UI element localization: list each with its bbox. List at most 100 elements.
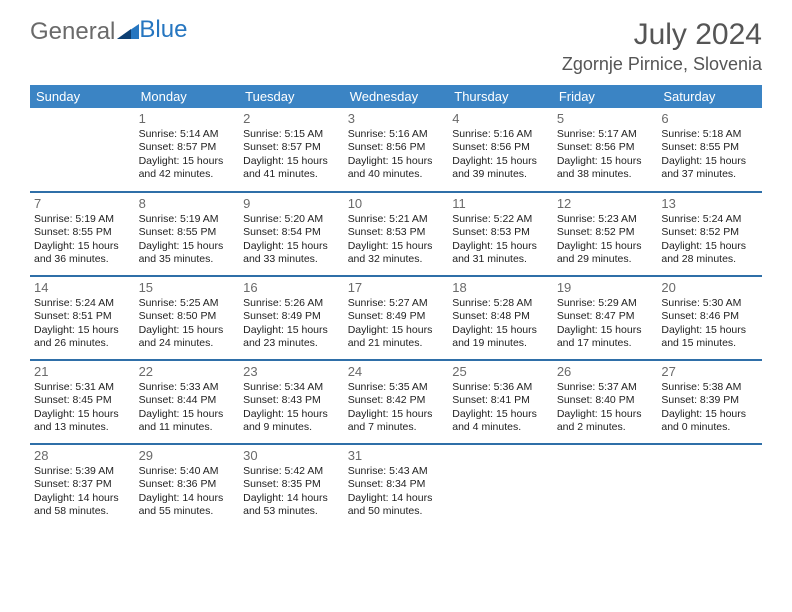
sunset-line: Sunset: 8:46 PM: [661, 310, 758, 323]
sunrise-line: Sunrise: 5:20 AM: [243, 213, 340, 226]
day-header: Wednesday: [344, 85, 449, 108]
daylight-line-1: Daylight: 15 hours: [348, 324, 445, 337]
sunrise-line: Sunrise: 5:17 AM: [557, 128, 654, 141]
calendar-cell: 9Sunrise: 5:20 AMSunset: 8:54 PMDaylight…: [239, 192, 344, 276]
sunrise-line: Sunrise: 5:24 AM: [661, 213, 758, 226]
daylight-line-1: Daylight: 15 hours: [557, 408, 654, 421]
daylight-line-1: Daylight: 15 hours: [34, 240, 131, 253]
day-number: 14: [34, 280, 131, 296]
daylight-line-2: and 7 minutes.: [348, 421, 445, 434]
daylight-line-1: Daylight: 15 hours: [34, 324, 131, 337]
calendar-cell: 3Sunrise: 5:16 AMSunset: 8:56 PMDaylight…: [344, 108, 449, 192]
calendar-cell: [448, 444, 553, 528]
day-number: 18: [452, 280, 549, 296]
calendar-row: 14Sunrise: 5:24 AMSunset: 8:51 PMDayligh…: [30, 276, 762, 360]
daylight-line-2: and 15 minutes.: [661, 337, 758, 350]
calendar-cell: 13Sunrise: 5:24 AMSunset: 8:52 PMDayligh…: [657, 192, 762, 276]
calendar-cell: 22Sunrise: 5:33 AMSunset: 8:44 PMDayligh…: [135, 360, 240, 444]
day-header: Friday: [553, 85, 658, 108]
sunrise-line: Sunrise: 5:15 AM: [243, 128, 340, 141]
sunrise-line: Sunrise: 5:35 AM: [348, 381, 445, 394]
calendar-cell: 12Sunrise: 5:23 AMSunset: 8:52 PMDayligh…: [553, 192, 658, 276]
calendar-cell: 31Sunrise: 5:43 AMSunset: 8:34 PMDayligh…: [344, 444, 449, 528]
brand-part1: General: [30, 18, 115, 46]
sunset-line: Sunset: 8:56 PM: [557, 141, 654, 154]
daylight-line-2: and 24 minutes.: [139, 337, 236, 350]
day-number: 23: [243, 364, 340, 380]
sunrise-line: Sunrise: 5:23 AM: [557, 213, 654, 226]
sunset-line: Sunset: 8:55 PM: [34, 226, 131, 239]
daylight-line-1: Daylight: 15 hours: [557, 324, 654, 337]
sunset-line: Sunset: 8:57 PM: [139, 141, 236, 154]
day-number: 24: [348, 364, 445, 380]
sunrise-line: Sunrise: 5:25 AM: [139, 297, 236, 310]
daylight-line-1: Daylight: 15 hours: [452, 408, 549, 421]
sunset-line: Sunset: 8:36 PM: [139, 478, 236, 491]
sunrise-line: Sunrise: 5:19 AM: [34, 213, 131, 226]
sunset-line: Sunset: 8:39 PM: [661, 394, 758, 407]
calendar-cell: 27Sunrise: 5:38 AMSunset: 8:39 PMDayligh…: [657, 360, 762, 444]
calendar-cell: 26Sunrise: 5:37 AMSunset: 8:40 PMDayligh…: [553, 360, 658, 444]
calendar-cell: [657, 444, 762, 528]
sunset-line: Sunset: 8:43 PM: [243, 394, 340, 407]
daylight-line-2: and 21 minutes.: [348, 337, 445, 350]
daylight-line-2: and 19 minutes.: [452, 337, 549, 350]
daylight-line-2: and 33 minutes.: [243, 253, 340, 266]
daylight-line-1: Daylight: 15 hours: [557, 155, 654, 168]
daylight-line-2: and 35 minutes.: [139, 253, 236, 266]
sunset-line: Sunset: 8:50 PM: [139, 310, 236, 323]
day-number: 10: [348, 196, 445, 212]
calendar-cell: 23Sunrise: 5:34 AMSunset: 8:43 PMDayligh…: [239, 360, 344, 444]
sunset-line: Sunset: 8:56 PM: [452, 141, 549, 154]
day-number: 16: [243, 280, 340, 296]
daylight-line-2: and 4 minutes.: [452, 421, 549, 434]
day-header: Saturday: [657, 85, 762, 108]
sunset-line: Sunset: 8:42 PM: [348, 394, 445, 407]
sunrise-line: Sunrise: 5:27 AM: [348, 297, 445, 310]
day-header: Thursday: [448, 85, 553, 108]
daylight-line-2: and 2 minutes.: [557, 421, 654, 434]
calendar-table: Sunday Monday Tuesday Wednesday Thursday…: [30, 85, 762, 528]
day-number: 20: [661, 280, 758, 296]
sunset-line: Sunset: 8:53 PM: [452, 226, 549, 239]
day-number: 25: [452, 364, 549, 380]
day-number: 26: [557, 364, 654, 380]
daylight-line-2: and 32 minutes.: [348, 253, 445, 266]
daylight-line-2: and 40 minutes.: [348, 168, 445, 181]
daylight-line-2: and 13 minutes.: [34, 421, 131, 434]
sunset-line: Sunset: 8:55 PM: [661, 141, 758, 154]
calendar-cell: 15Sunrise: 5:25 AMSunset: 8:50 PMDayligh…: [135, 276, 240, 360]
day-number: 28: [34, 448, 131, 464]
sunrise-line: Sunrise: 5:31 AM: [34, 381, 131, 394]
brand-logo: General Blue: [30, 18, 187, 46]
daylight-line-1: Daylight: 15 hours: [348, 155, 445, 168]
daylight-line-2: and 53 minutes.: [243, 505, 340, 518]
day-header: Monday: [135, 85, 240, 108]
daylight-line-1: Daylight: 15 hours: [452, 155, 549, 168]
sunrise-line: Sunrise: 5:16 AM: [452, 128, 549, 141]
day-number: 17: [348, 280, 445, 296]
day-number: 30: [243, 448, 340, 464]
day-number: 2: [243, 111, 340, 127]
month-title: July 2024: [562, 18, 762, 52]
daylight-line-1: Daylight: 15 hours: [661, 324, 758, 337]
daylight-line-2: and 50 minutes.: [348, 505, 445, 518]
sunset-line: Sunset: 8:37 PM: [34, 478, 131, 491]
day-number: 3: [348, 111, 445, 127]
sunrise-line: Sunrise: 5:33 AM: [139, 381, 236, 394]
daylight-line-1: Daylight: 15 hours: [139, 324, 236, 337]
calendar-cell: 24Sunrise: 5:35 AMSunset: 8:42 PMDayligh…: [344, 360, 449, 444]
day-number: 29: [139, 448, 236, 464]
calendar-cell: 4Sunrise: 5:16 AMSunset: 8:56 PMDaylight…: [448, 108, 553, 192]
calendar-cell: 7Sunrise: 5:19 AMSunset: 8:55 PMDaylight…: [30, 192, 135, 276]
daylight-line-1: Daylight: 15 hours: [243, 240, 340, 253]
sunset-line: Sunset: 8:49 PM: [243, 310, 340, 323]
sunrise-line: Sunrise: 5:43 AM: [348, 465, 445, 478]
calendar-cell: 16Sunrise: 5:26 AMSunset: 8:49 PMDayligh…: [239, 276, 344, 360]
daylight-line-2: and 23 minutes.: [243, 337, 340, 350]
daylight-line-2: and 42 minutes.: [139, 168, 236, 181]
calendar-cell: 5Sunrise: 5:17 AMSunset: 8:56 PMDaylight…: [553, 108, 658, 192]
day-number: 6: [661, 111, 758, 127]
calendar-row: 7Sunrise: 5:19 AMSunset: 8:55 PMDaylight…: [30, 192, 762, 276]
daylight-line-1: Daylight: 15 hours: [243, 324, 340, 337]
